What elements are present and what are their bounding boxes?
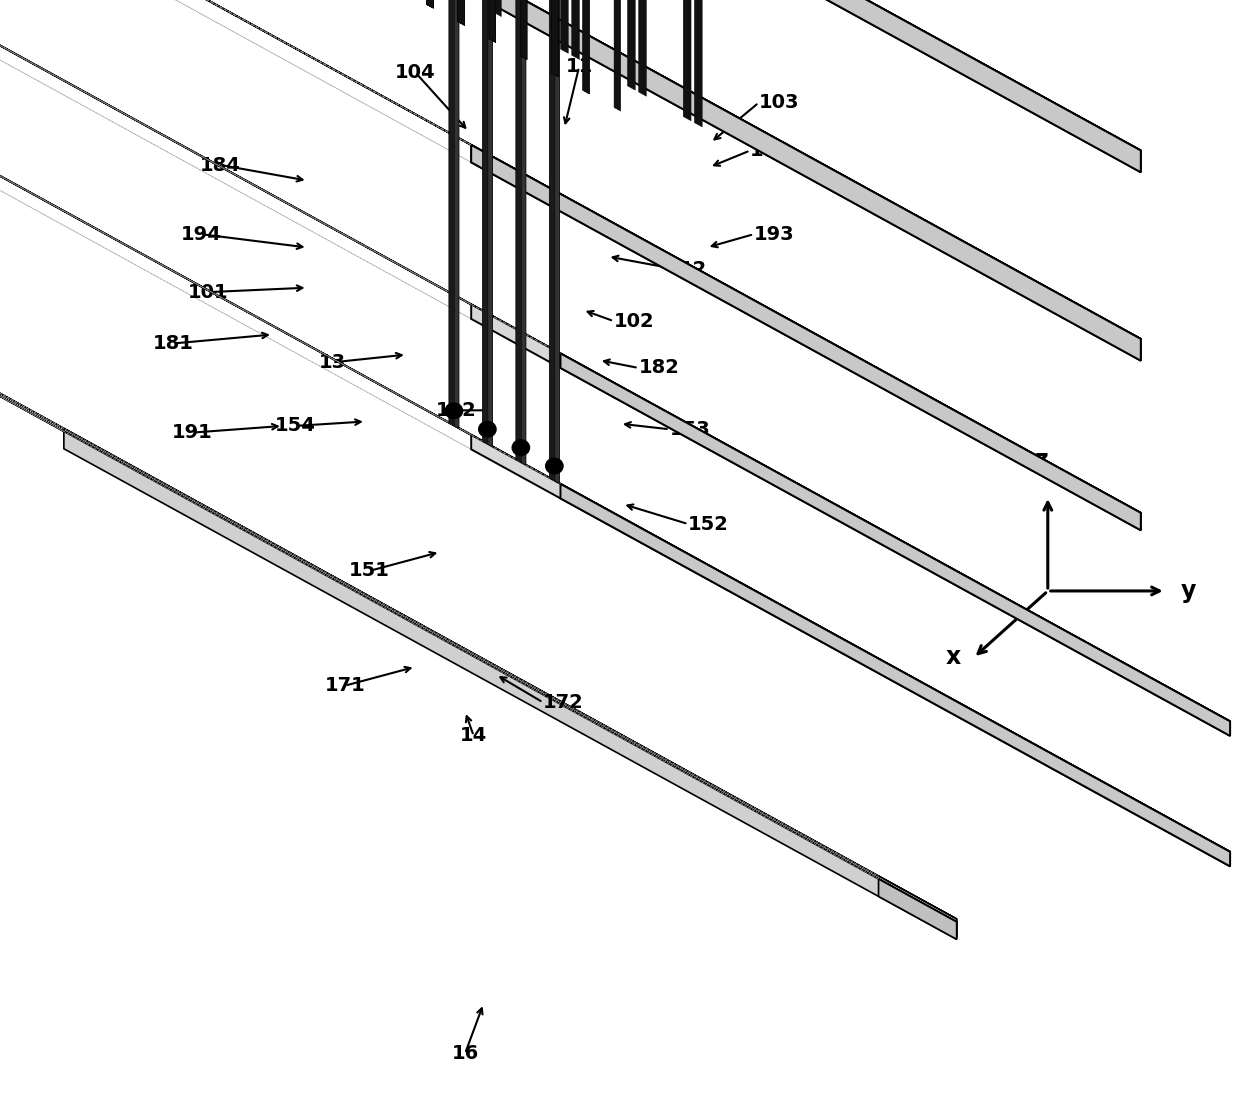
Polygon shape xyxy=(471,0,1141,173)
Circle shape xyxy=(546,458,563,474)
Polygon shape xyxy=(639,0,646,96)
Polygon shape xyxy=(552,0,558,77)
Text: 183: 183 xyxy=(750,140,791,161)
Text: 153: 153 xyxy=(670,419,711,439)
Polygon shape xyxy=(0,0,1230,721)
Polygon shape xyxy=(494,0,501,17)
Polygon shape xyxy=(516,0,526,465)
Polygon shape xyxy=(552,0,558,77)
Polygon shape xyxy=(572,0,579,59)
Polygon shape xyxy=(521,0,527,59)
Polygon shape xyxy=(521,0,526,465)
Circle shape xyxy=(445,403,463,418)
Text: z: z xyxy=(1035,447,1048,472)
Polygon shape xyxy=(489,0,496,42)
Polygon shape xyxy=(458,0,465,26)
Text: 191: 191 xyxy=(172,423,212,443)
Polygon shape xyxy=(427,0,433,8)
Text: 182: 182 xyxy=(639,358,680,378)
Polygon shape xyxy=(427,0,433,8)
Polygon shape xyxy=(549,0,559,483)
Polygon shape xyxy=(0,0,1141,151)
Polygon shape xyxy=(63,428,957,937)
Text: 193: 193 xyxy=(754,224,795,244)
Text: 192: 192 xyxy=(436,400,476,420)
Text: 12: 12 xyxy=(680,260,707,280)
Polygon shape xyxy=(0,67,1230,852)
Polygon shape xyxy=(878,876,957,937)
Text: 152: 152 xyxy=(688,514,729,534)
Polygon shape xyxy=(64,432,957,939)
Text: 154: 154 xyxy=(275,416,315,436)
Polygon shape xyxy=(489,0,496,42)
Polygon shape xyxy=(471,145,1141,531)
Polygon shape xyxy=(487,0,492,446)
Text: 151: 151 xyxy=(350,561,389,581)
Polygon shape xyxy=(427,0,433,8)
Circle shape xyxy=(512,439,529,455)
Text: x: x xyxy=(946,644,961,669)
Polygon shape xyxy=(471,145,1141,531)
Polygon shape xyxy=(482,0,492,446)
Polygon shape xyxy=(458,0,465,26)
Polygon shape xyxy=(489,0,496,42)
Polygon shape xyxy=(0,0,1141,339)
Polygon shape xyxy=(560,353,1230,736)
Polygon shape xyxy=(471,0,1141,173)
Polygon shape xyxy=(560,484,1230,866)
Polygon shape xyxy=(427,0,433,8)
Polygon shape xyxy=(427,0,433,8)
Text: 104: 104 xyxy=(396,62,435,83)
Polygon shape xyxy=(471,304,1230,736)
Text: 171: 171 xyxy=(325,676,365,696)
Polygon shape xyxy=(458,0,465,26)
Polygon shape xyxy=(489,0,496,42)
Polygon shape xyxy=(521,0,527,60)
Polygon shape xyxy=(0,388,957,922)
Polygon shape xyxy=(427,0,433,8)
Polygon shape xyxy=(521,0,527,60)
Polygon shape xyxy=(449,0,459,428)
Polygon shape xyxy=(0,0,1141,513)
Text: 11: 11 xyxy=(565,57,593,77)
Polygon shape xyxy=(878,879,957,939)
Polygon shape xyxy=(583,0,589,94)
Text: 194: 194 xyxy=(181,224,221,244)
Text: 16: 16 xyxy=(451,1044,479,1064)
Polygon shape xyxy=(583,0,589,94)
Polygon shape xyxy=(683,0,691,120)
Text: 103: 103 xyxy=(759,93,800,113)
Polygon shape xyxy=(627,0,635,90)
Text: 184: 184 xyxy=(201,155,241,175)
Text: 101: 101 xyxy=(188,282,228,302)
Polygon shape xyxy=(560,0,568,54)
Polygon shape xyxy=(471,435,1230,866)
Circle shape xyxy=(479,421,496,437)
Polygon shape xyxy=(0,386,957,919)
Polygon shape xyxy=(614,0,621,112)
Text: 181: 181 xyxy=(154,333,193,353)
Text: 14: 14 xyxy=(460,726,487,746)
Polygon shape xyxy=(458,0,465,26)
Polygon shape xyxy=(471,0,1141,361)
Text: 13: 13 xyxy=(319,352,346,372)
Polygon shape xyxy=(458,0,465,26)
Polygon shape xyxy=(471,0,1141,361)
Polygon shape xyxy=(458,0,465,26)
Polygon shape xyxy=(521,0,527,60)
Text: 102: 102 xyxy=(614,311,655,331)
Polygon shape xyxy=(489,0,496,42)
Polygon shape xyxy=(454,0,459,428)
Polygon shape xyxy=(556,0,559,483)
Text: y: y xyxy=(1180,579,1195,603)
Polygon shape xyxy=(552,0,558,77)
Polygon shape xyxy=(694,0,702,127)
Text: 172: 172 xyxy=(543,692,584,712)
